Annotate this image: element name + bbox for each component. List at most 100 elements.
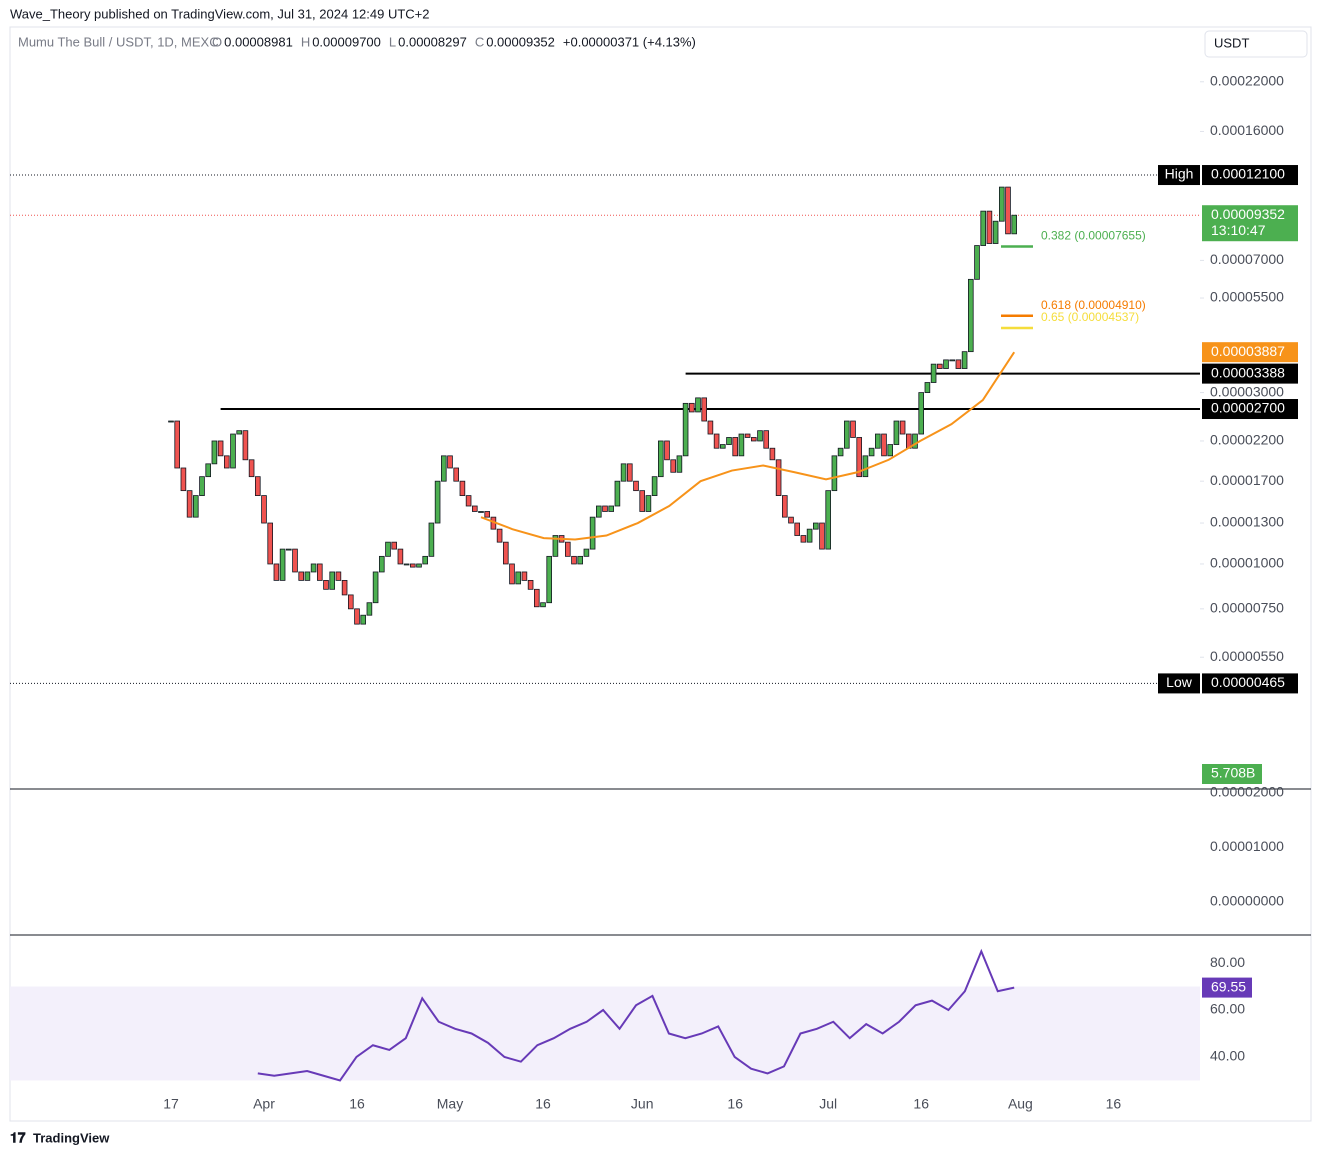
candle xyxy=(565,541,571,557)
frame xyxy=(9,26,1312,1122)
publisher: Wave_Theory published on TradingView.com… xyxy=(10,6,430,21)
high-name-badge xyxy=(1158,165,1200,186)
macd-tick-label: 0.00001000 xyxy=(1210,838,1284,854)
currency-button[interactable] xyxy=(1204,30,1308,58)
candle xyxy=(571,555,577,565)
candle xyxy=(261,495,267,524)
y-tick-label: 0.00000550 xyxy=(1210,648,1284,664)
candle xyxy=(794,522,800,536)
candle xyxy=(347,594,354,610)
candle xyxy=(627,463,633,482)
candle xyxy=(589,516,596,550)
y-tick-label: 0.00001700 xyxy=(1210,472,1284,488)
candle xyxy=(844,420,850,449)
candle xyxy=(509,563,515,585)
candle xyxy=(676,455,683,473)
candle xyxy=(409,563,416,568)
candle xyxy=(378,555,385,573)
y-tick-label: 0.00022000 xyxy=(1210,72,1284,88)
candle xyxy=(968,278,974,353)
candle xyxy=(757,430,763,442)
candle xyxy=(515,571,521,585)
low-badge xyxy=(1202,673,1298,694)
candle xyxy=(236,430,243,435)
candle xyxy=(819,522,825,550)
candle xyxy=(1011,214,1017,235)
candle xyxy=(788,516,794,524)
candle xyxy=(484,511,490,518)
candle xyxy=(447,455,453,469)
candle xyxy=(893,420,900,445)
rsi-tick-label: 40.00 xyxy=(1210,1048,1245,1064)
candle xyxy=(248,459,255,478)
x-tick-label: 16 xyxy=(535,1096,551,1112)
candle xyxy=(720,444,726,449)
x-tick-label: 16 xyxy=(913,1096,929,1112)
fib-label: 0.618 (0.00004910) xyxy=(1041,298,1146,312)
x-tick-label: May xyxy=(437,1096,463,1112)
candle xyxy=(546,555,552,604)
candle xyxy=(254,476,261,496)
candle xyxy=(775,459,782,496)
countdown: 13:10:47 xyxy=(1211,222,1266,238)
candle xyxy=(881,433,887,457)
candle xyxy=(310,563,317,573)
y-tick-label: 0.00002200 xyxy=(1210,432,1284,448)
rsi-badge xyxy=(1202,977,1252,998)
x-tick-label: 16 xyxy=(727,1096,743,1112)
candle xyxy=(645,495,652,512)
candle xyxy=(341,579,348,596)
candle xyxy=(453,467,459,482)
candle xyxy=(986,210,993,244)
ma-badge xyxy=(1202,342,1298,363)
ohlc-key: H xyxy=(301,34,310,49)
candle xyxy=(230,433,236,469)
candle xyxy=(205,463,212,478)
level-badge xyxy=(1202,363,1298,384)
x-tick-label: Aug xyxy=(1008,1096,1033,1112)
candle xyxy=(180,467,187,492)
candle xyxy=(664,440,670,461)
candle xyxy=(540,602,546,608)
candle xyxy=(372,571,379,604)
candle xyxy=(943,359,949,369)
candle xyxy=(471,505,478,512)
candle xyxy=(868,447,875,457)
candle xyxy=(397,548,404,565)
candle xyxy=(887,444,893,457)
candle xyxy=(199,476,205,496)
candle xyxy=(534,588,540,608)
candle xyxy=(850,420,856,438)
logo-icon: 𝟏𝟕 xyxy=(10,1130,26,1146)
candle xyxy=(323,579,329,590)
candle xyxy=(682,402,689,457)
candle xyxy=(732,437,738,457)
candle xyxy=(949,359,955,362)
candle xyxy=(385,541,391,557)
candle xyxy=(552,535,559,557)
candle xyxy=(782,495,788,518)
candle xyxy=(639,490,645,512)
x-tick-label: 16 xyxy=(349,1096,365,1112)
high-badge xyxy=(1202,165,1298,186)
y-tick-label: 0.00003000 xyxy=(1210,383,1284,399)
ma-value: 0.00003887 xyxy=(1211,343,1285,359)
candle xyxy=(726,437,732,445)
candle xyxy=(744,433,751,438)
candle xyxy=(459,480,466,496)
candle xyxy=(279,548,286,581)
footer-logo: TradingView xyxy=(33,1130,110,1145)
candle xyxy=(267,522,273,565)
high-name: High xyxy=(1165,166,1194,182)
candle xyxy=(596,505,602,518)
candle xyxy=(360,614,366,625)
candle xyxy=(856,437,862,478)
x-tick-label: Apr xyxy=(253,1096,275,1112)
macd-tick-label: 0.00000000 xyxy=(1210,893,1284,909)
candle xyxy=(918,392,924,435)
candle xyxy=(602,505,608,512)
candle xyxy=(608,505,614,512)
y-tick-label: 0.00000750 xyxy=(1210,600,1284,616)
candle xyxy=(316,563,323,581)
candle xyxy=(422,555,428,565)
